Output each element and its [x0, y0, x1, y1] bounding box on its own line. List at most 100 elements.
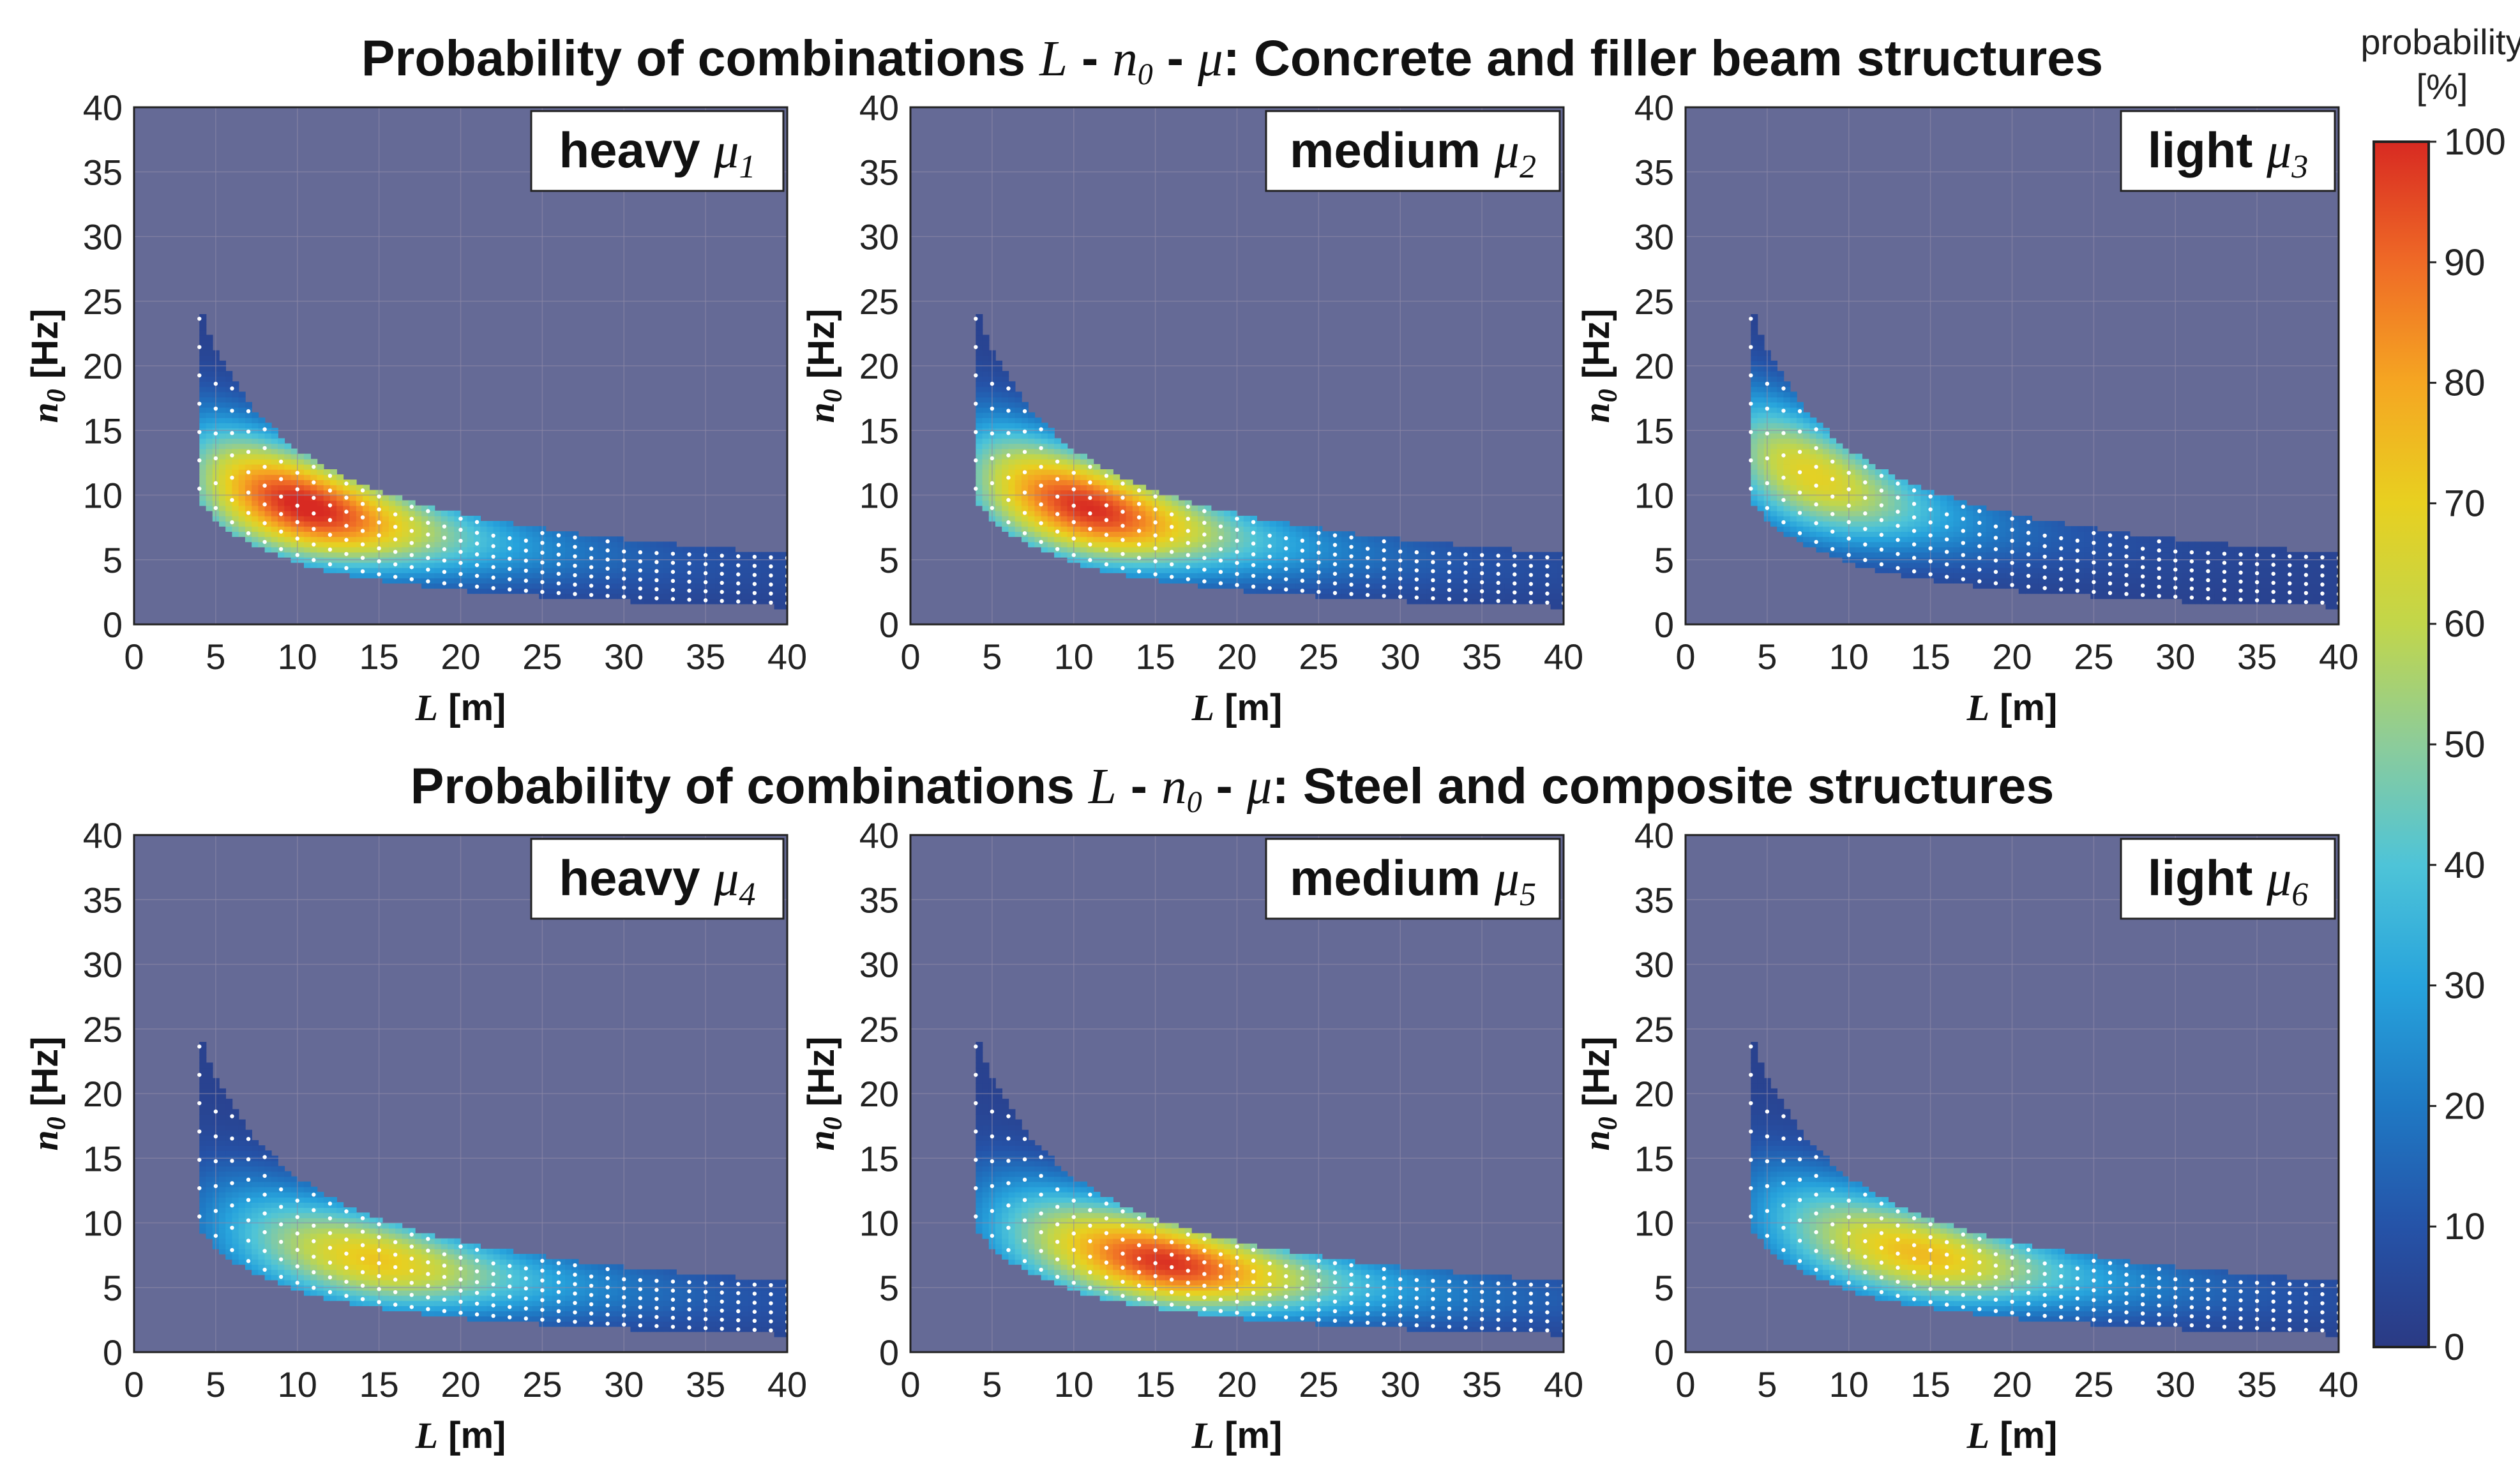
- heatmap-cell: [2109, 583, 2117, 589]
- heatmap-cell: [578, 562, 585, 568]
- heatmap-cell: [1894, 531, 1902, 538]
- sample-point: [1749, 486, 1753, 491]
- heatmap-cell: [643, 573, 651, 578]
- heatmap-cell: [473, 536, 481, 543]
- heatmap-cell: [1015, 463, 1022, 470]
- sample-point: [622, 585, 626, 590]
- heatmap-cell: [218, 458, 227, 465]
- heatmap-cell: [1139, 541, 1147, 548]
- heatmap-cell: [1158, 562, 1166, 568]
- heatmap-cell: [1836, 552, 1843, 558]
- sample-point: [1479, 562, 1484, 566]
- heatmap-cell: [1224, 546, 1232, 553]
- heatmap-cell: [218, 402, 227, 408]
- heatmap-cell: [1953, 562, 1961, 568]
- heatmap-cell: [1354, 541, 1362, 548]
- heatmap-cell: [1790, 469, 1797, 475]
- sample-point: [458, 571, 463, 576]
- heatmap-cell: [1145, 526, 1153, 532]
- sample-point: [556, 581, 561, 586]
- heatmap-cell: [774, 603, 781, 610]
- heatmap-cell: [1034, 505, 1042, 511]
- heatmap-cell: [1191, 552, 1198, 558]
- heatmap-cell: [402, 573, 409, 578]
- heatmap-cell: [487, 546, 494, 553]
- sample-point: [213, 406, 218, 411]
- heatmap-cell: [2012, 562, 2019, 568]
- heatmap-cell: [1491, 578, 1499, 584]
- heatmap-cell: [1047, 521, 1055, 527]
- heatmap-cell: [598, 562, 605, 568]
- heatmap-cell: [982, 381, 990, 388]
- heatmap-cell: [1126, 546, 1133, 553]
- heatmap-cell: [2058, 573, 2065, 578]
- heatmap-cell: [2234, 562, 2242, 568]
- heatmap-cell: [995, 515, 1003, 522]
- heatmap-cell: [1770, 510, 1778, 516]
- heatmap-cell: [1973, 531, 1981, 538]
- sample-point: [1382, 575, 1386, 580]
- heatmap-cell: [2005, 567, 2013, 573]
- heatmap-cell: [532, 541, 540, 548]
- heatmap-cell: [1211, 526, 1218, 532]
- sample-point: [1170, 575, 1174, 579]
- heatmap-cell: [1354, 593, 1362, 599]
- sample-point: [393, 512, 398, 516]
- heatmap-cell: [976, 453, 983, 460]
- heatmap-cell: [238, 469, 246, 475]
- heatmap-cell: [1901, 490, 1908, 496]
- sample-point: [1071, 553, 1076, 557]
- heatmap-cell: [1249, 536, 1257, 543]
- heatmap-cell: [1842, 510, 1850, 516]
- heatmap-cell: [460, 521, 468, 527]
- heatmap-cell: [421, 583, 429, 589]
- heatmap-cell: [271, 500, 278, 506]
- heatmap-cell: [382, 541, 389, 548]
- heatmap-cell: [617, 593, 625, 599]
- heatmap-cell: [284, 505, 292, 511]
- heatmap-cell: [1211, 536, 1218, 543]
- heatmap-cell: [1862, 458, 1869, 465]
- heatmap-cell: [2123, 531, 2131, 538]
- heatmap-cell: [2123, 567, 2131, 573]
- heatmap-cell: [487, 578, 494, 584]
- heatmap-cell: [1165, 515, 1172, 522]
- heatmap-cell: [2332, 578, 2339, 584]
- heatmap-cell: [715, 546, 723, 553]
- heatmap-cell: [1907, 505, 1915, 511]
- heatmap-cell: [2018, 546, 2026, 553]
- heatmap-cell: [565, 588, 573, 594]
- heatmap-cell: [232, 510, 239, 516]
- sample-point: [990, 406, 995, 411]
- heatmap-cell: [218, 469, 227, 475]
- heatmap-cell: [264, 474, 272, 480]
- heatmap-cell: [1953, 552, 1961, 558]
- heatmap-cell: [2097, 583, 2104, 589]
- heatmap-cell: [1256, 521, 1264, 527]
- heatmap-cell: [258, 500, 266, 506]
- heatmap-cell: [1836, 546, 1843, 553]
- heatmap-cell: [421, 515, 429, 522]
- heatmap-cell: [218, 490, 227, 496]
- heatmap-cell: [1106, 515, 1113, 522]
- heatmap-cell: [1119, 531, 1127, 538]
- heatmap-cell: [303, 526, 312, 532]
- heatmap-cell: [1008, 381, 1016, 388]
- sample-point: [1365, 546, 1370, 551]
- heatmap-cell: [2032, 567, 2039, 573]
- heatmap-cell: [1276, 546, 1283, 553]
- heatmap-cell: [1295, 531, 1303, 538]
- heatmap-cell: [2279, 598, 2287, 605]
- heatmap-cell: [1557, 603, 1564, 610]
- heatmap-cell: [2194, 573, 2202, 578]
- sample-point: [1513, 572, 1517, 576]
- heatmap-cell: [2109, 562, 2117, 568]
- sample-point: [687, 552, 691, 557]
- heatmap-cell: [2143, 583, 2150, 589]
- heatmap-cell: [754, 598, 762, 605]
- heatmap-cell: [206, 391, 213, 398]
- heatmap-cell: [232, 423, 239, 428]
- heatmap-cell: [245, 412, 252, 418]
- heatmap-cell: [1803, 510, 1811, 516]
- heatmap-cell: [1816, 433, 1823, 439]
